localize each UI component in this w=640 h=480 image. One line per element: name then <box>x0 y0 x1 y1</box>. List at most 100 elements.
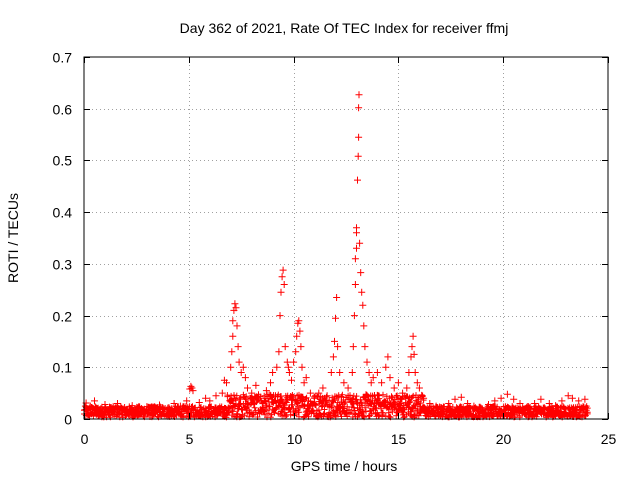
data-point <box>575 397 583 405</box>
data-point <box>280 281 288 288</box>
y-tick-label: 0.3 <box>53 257 73 273</box>
data-point <box>363 358 371 366</box>
data-point <box>285 369 293 376</box>
data-point <box>464 400 472 407</box>
data-point <box>552 402 560 410</box>
x-tick-label: 20 <box>496 431 512 447</box>
data-point <box>384 353 392 361</box>
y-tick-label: 0.7 <box>53 50 73 66</box>
data-point <box>470 402 478 410</box>
data-point <box>202 394 210 402</box>
axis-ticks: 0 5 10 15 20 25 0 0.1 0.2 0.3 0.4 0.5 0.6 0.7 <box>53 50 617 448</box>
data-point <box>311 394 319 402</box>
data-point <box>231 300 239 308</box>
data-point <box>399 389 407 397</box>
data-point <box>451 395 459 403</box>
data-point <box>457 393 465 401</box>
data-point <box>359 301 367 309</box>
x-tick-label: 10 <box>287 431 303 447</box>
data-point <box>228 348 236 356</box>
data-point <box>354 176 361 184</box>
data-point <box>262 387 270 395</box>
data-point <box>382 363 390 371</box>
data-point <box>284 363 292 371</box>
y-tick-label: 0.5 <box>53 153 73 169</box>
data-point <box>91 397 98 405</box>
data-point <box>248 389 256 397</box>
data-point <box>415 384 423 392</box>
data-point <box>101 401 109 408</box>
data-point <box>97 405 105 413</box>
data-point <box>329 353 337 361</box>
data-point <box>288 376 295 384</box>
x-tick-label: 5 <box>186 431 194 447</box>
x-axis-title: GPS time / hours <box>291 458 398 474</box>
y-tick-label: 0.6 <box>53 102 73 118</box>
data-point <box>497 394 505 402</box>
data-point <box>183 397 191 405</box>
data-point <box>227 363 235 371</box>
data-point <box>297 343 305 351</box>
data-point <box>411 369 419 376</box>
data-point <box>361 343 369 351</box>
data-point <box>223 379 230 387</box>
data-point <box>122 406 130 414</box>
data-point <box>358 288 366 296</box>
data-point <box>275 348 283 356</box>
data-point <box>149 405 157 413</box>
data-point <box>114 400 121 407</box>
data-point <box>410 350 418 358</box>
data-point <box>581 395 589 403</box>
data-point <box>390 384 398 392</box>
data-point <box>293 332 301 340</box>
data-point <box>568 394 576 402</box>
data-point <box>292 348 300 356</box>
data-point <box>510 395 518 403</box>
y-tick-label: 0.4 <box>53 205 73 221</box>
data-point <box>426 400 434 407</box>
data-point <box>235 358 243 366</box>
x-tick-label: 25 <box>601 431 617 447</box>
data-point <box>128 402 136 410</box>
data-point <box>367 379 375 387</box>
data-point <box>524 403 532 411</box>
data-point <box>176 402 184 410</box>
data-point <box>348 369 356 376</box>
y-axis-title: ROTI / TECUs <box>5 193 21 283</box>
data-point <box>445 400 453 407</box>
data-point <box>164 404 172 412</box>
grid-lines <box>84 57 608 419</box>
data-point <box>516 400 524 407</box>
data-point <box>373 369 381 376</box>
data-point <box>256 394 264 402</box>
data-point <box>237 369 245 376</box>
data-point <box>232 304 240 312</box>
data-point <box>86 402 94 410</box>
data-point <box>296 327 304 335</box>
data-point <box>212 392 220 400</box>
data-point <box>269 369 277 376</box>
data-point <box>357 269 365 277</box>
data-point <box>349 343 357 351</box>
data-point <box>241 374 249 382</box>
data-point <box>394 379 402 387</box>
data-point <box>491 397 499 405</box>
data-point <box>351 255 359 263</box>
data-point <box>281 343 289 351</box>
data-point <box>233 322 241 330</box>
data-point <box>195 399 203 406</box>
data-point <box>187 382 195 390</box>
data-point <box>408 343 416 351</box>
x-tick-label: 0 <box>81 431 89 447</box>
y-tick-label: 0 <box>64 412 72 428</box>
data-point <box>283 358 291 366</box>
data-point <box>331 337 338 345</box>
data-point <box>360 322 368 330</box>
data-point <box>315 389 323 397</box>
data-point <box>278 273 286 281</box>
data-point <box>353 244 360 252</box>
data-point <box>279 266 287 274</box>
data-point <box>302 374 310 382</box>
x-tick-label: 15 <box>391 431 407 447</box>
data-point <box>276 312 284 320</box>
